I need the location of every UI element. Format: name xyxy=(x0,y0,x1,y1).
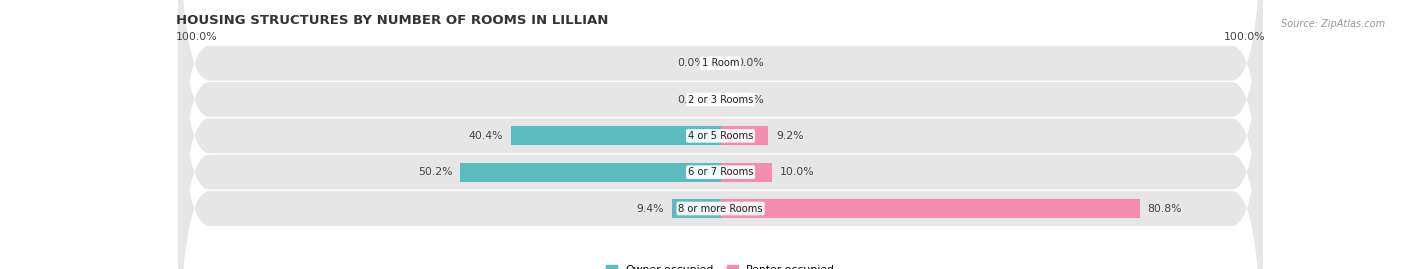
Bar xyxy=(721,163,772,182)
FancyBboxPatch shape xyxy=(179,0,1263,269)
Bar xyxy=(672,199,721,218)
Text: HOUSING STRUCTURES BY NUMBER OF ROOMS IN LILLIAN: HOUSING STRUCTURES BY NUMBER OF ROOMS IN… xyxy=(176,14,609,27)
Text: 0.0%: 0.0% xyxy=(737,94,763,104)
Text: 1 Room: 1 Room xyxy=(702,58,740,68)
FancyBboxPatch shape xyxy=(179,8,1263,269)
Text: 0.0%: 0.0% xyxy=(678,94,704,104)
Text: 4 or 5 Rooms: 4 or 5 Rooms xyxy=(688,131,754,141)
FancyBboxPatch shape xyxy=(179,0,1263,264)
Text: 8 or more Rooms: 8 or more Rooms xyxy=(678,204,763,214)
Text: 9.4%: 9.4% xyxy=(637,204,664,214)
Text: 0.0%: 0.0% xyxy=(678,58,704,68)
Text: 10.0%: 10.0% xyxy=(780,167,815,177)
FancyBboxPatch shape xyxy=(179,0,1263,269)
Bar xyxy=(721,126,768,145)
Text: 2 or 3 Rooms: 2 or 3 Rooms xyxy=(688,94,754,104)
Legend: Owner-occupied, Renter-occupied: Owner-occupied, Renter-occupied xyxy=(602,261,839,269)
Text: 0.0%: 0.0% xyxy=(737,58,763,68)
Bar xyxy=(721,199,1140,218)
Text: 40.4%: 40.4% xyxy=(468,131,503,141)
Text: 50.2%: 50.2% xyxy=(418,167,453,177)
Text: 100.0%: 100.0% xyxy=(1223,32,1265,42)
Text: Source: ZipAtlas.com: Source: ZipAtlas.com xyxy=(1281,19,1385,29)
FancyBboxPatch shape xyxy=(179,0,1263,269)
Text: 100.0%: 100.0% xyxy=(176,32,218,42)
Text: 80.8%: 80.8% xyxy=(1147,204,1182,214)
Bar xyxy=(460,163,721,182)
Bar xyxy=(510,126,721,145)
Text: 9.2%: 9.2% xyxy=(776,131,804,141)
Text: 6 or 7 Rooms: 6 or 7 Rooms xyxy=(688,167,754,177)
